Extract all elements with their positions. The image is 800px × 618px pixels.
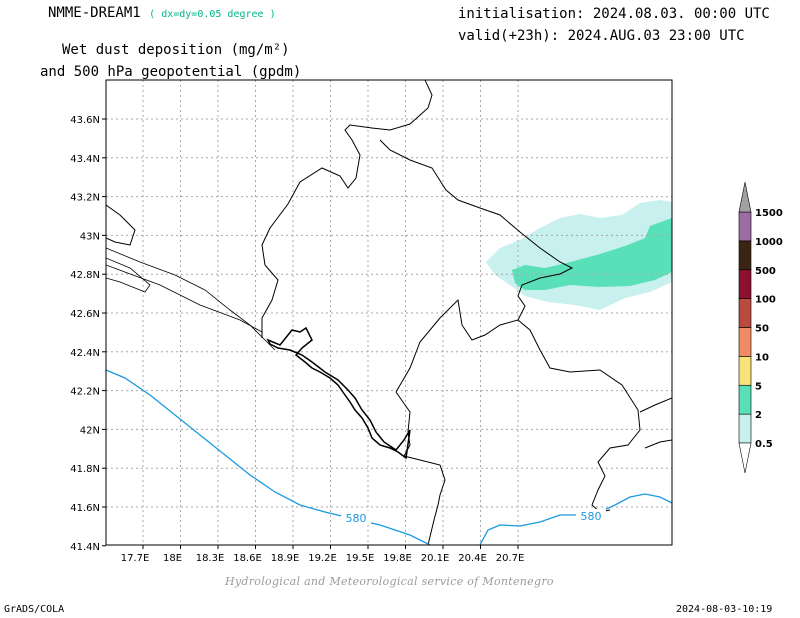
coastline (106, 204, 136, 246)
lon-tick-label: 18E (163, 553, 182, 564)
map-axes: 17.7E 18E 18.3E 18.6E 18.9E 19.2E 19.5E 19.8E 20… (70, 115, 524, 564)
colorbar-label: 1000 (755, 237, 783, 248)
colorbar-arrow-high (738, 181, 752, 213)
colorbar-label: 5 (755, 381, 762, 392)
model-title: NMME-DREAM1 ( dx=dy=0.05 degree ) (48, 5, 276, 21)
colorbar-swatch (738, 211, 752, 242)
coastline (106, 257, 151, 293)
dust-area-medium (512, 218, 672, 290)
lon-tick-label: 17.7E (121, 553, 150, 564)
coastline (106, 264, 263, 333)
lat-tick-label: 42.6N (70, 309, 100, 320)
coastline-montenegro (266, 326, 411, 460)
contour-label: 580 (346, 512, 367, 525)
colorbar-arrow-low (738, 442, 752, 474)
lon-tick-label: 18.9E (271, 553, 300, 564)
lon-tick-label: 18.3E (196, 553, 225, 564)
contour-580-west (106, 369, 431, 545)
model-resolution: ( dx=dy=0.05 degree ) (149, 9, 276, 20)
border-line (639, 397, 672, 413)
border-line (517, 319, 641, 513)
colorbar-swatch (738, 240, 752, 271)
lat-tick-label: 42N (80, 425, 100, 436)
dust-shading (486, 200, 672, 310)
lon-tick-label: 19.2E (308, 553, 337, 564)
map-grid (106, 80, 672, 545)
lon-tick-label: 20.7E (496, 553, 525, 564)
lat-tick-label: 43.2N (70, 193, 100, 204)
colorbar-label: 500 (755, 266, 776, 277)
colorbar-label: 1500 (755, 208, 783, 219)
colorbar-swatch (738, 413, 752, 444)
model-name: NMME-DREAM1 (48, 5, 141, 21)
initialisation-time: initialisation: 2024.08.03. 00:00 UTC (458, 6, 770, 22)
lat-tick-label: 43.6N (70, 115, 100, 126)
colorbar-label: 100 (755, 295, 776, 306)
contour-label: 580 (581, 510, 602, 523)
coastline (106, 247, 276, 351)
map-lines (106, 80, 672, 545)
colorbar-swatch (738, 327, 752, 357)
colorbar: 0.5 2 5 10 50 100 500 1000 1500 (738, 181, 783, 474)
border-line (379, 139, 574, 457)
lon-tick-label: 20.1E (421, 553, 450, 564)
lat-tick-label: 43.4N (70, 154, 100, 165)
lon-tick-label: 18.6E (233, 553, 262, 564)
lat-tick-label: 43N (80, 231, 100, 242)
border-line (261, 80, 433, 338)
colorbar-swatch (738, 356, 752, 386)
lat-tick-label: 41.6N (70, 503, 100, 514)
footer-timestamp: 2024-08-03-10:19 (676, 604, 773, 615)
colorbar-label: 50 (755, 324, 769, 335)
product-title-line2: and 500 hPa geopotential (gpdm) (40, 64, 302, 80)
lat-tick-label: 41.4N (70, 542, 100, 553)
footer-software: GrADS/COLA (4, 604, 65, 615)
colorbar-swatch (738, 384, 752, 415)
footer-credit: Hydrological and Meteorological service … (225, 575, 554, 588)
valid-time: valid(+23h): 2024.AUG.03 23:00 UTC (458, 28, 745, 44)
border-line (403, 455, 446, 545)
colorbar-swatch (738, 298, 752, 328)
lon-tick-label: 20.4E (458, 553, 487, 564)
lon-tick-label: 19.8E (383, 553, 412, 564)
lat-tick-label: 42.4N (70, 348, 100, 359)
colorbar-swatch (738, 269, 752, 299)
colorbar-label: 10 (755, 352, 769, 363)
lat-tick-label: 42.2N (70, 387, 100, 398)
colorbar-label: 2 (755, 410, 762, 421)
colorbar-label: 0.5 (755, 439, 773, 450)
lon-tick-label: 19.5E (346, 553, 375, 564)
lat-tick-label: 42.8N (70, 270, 100, 281)
coastline (644, 439, 672, 449)
lat-tick-label: 41.8N (70, 464, 100, 475)
product-title-line1: Wet dust deposition (mg/m²) (62, 42, 290, 58)
